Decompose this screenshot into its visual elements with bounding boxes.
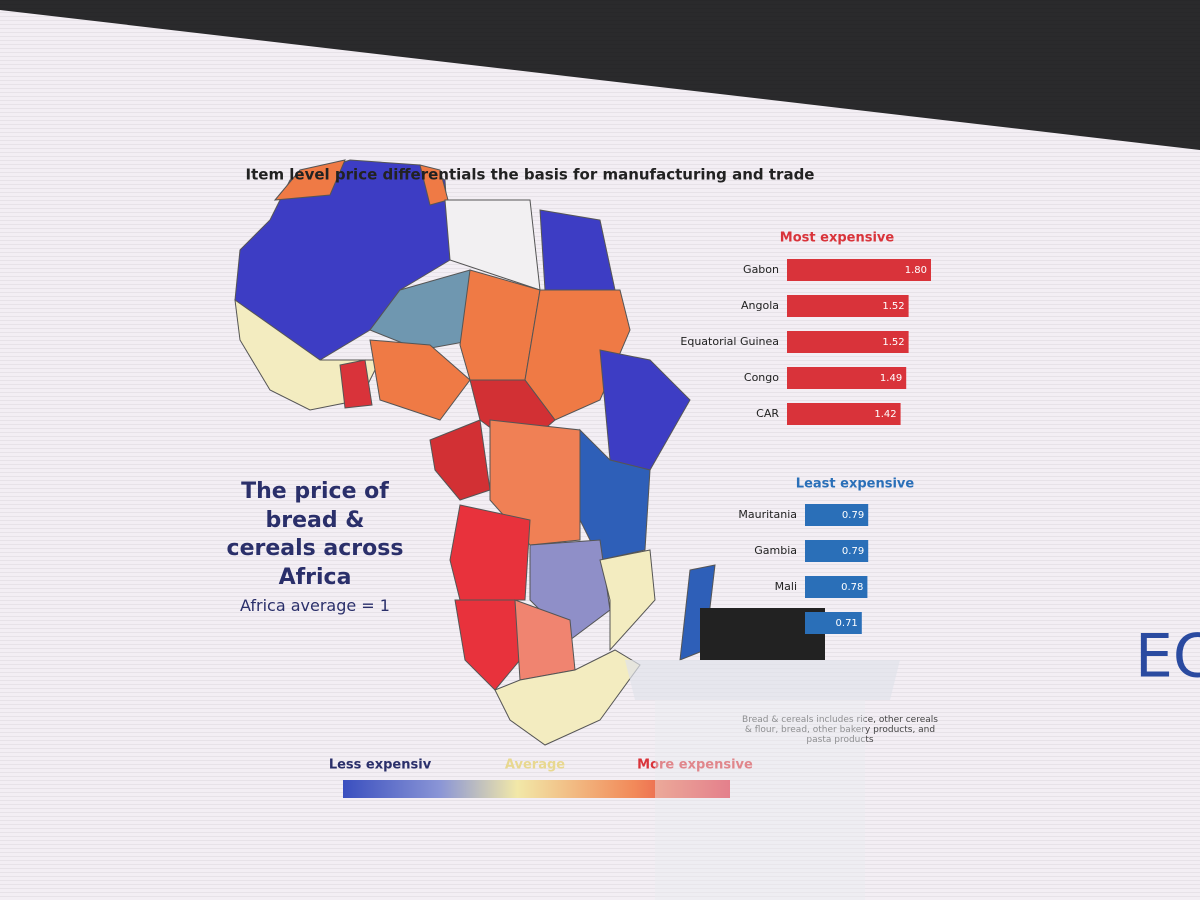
category-label: Mauritania bbox=[738, 508, 797, 521]
chart-title: Most expensive bbox=[780, 231, 895, 246]
bar-charts: Most expensive Gabon 1.80 Angola 1.52 Equator… bbox=[680, 231, 931, 634]
map-caption: The price of bread & cereals across Afri… bbox=[226, 479, 404, 590]
bar bbox=[787, 403, 901, 425]
legend-gradient bbox=[343, 780, 730, 798]
value-label: 1.52 bbox=[882, 337, 904, 348]
bar bbox=[805, 540, 869, 562]
bar bbox=[805, 612, 862, 634]
bar bbox=[787, 259, 931, 281]
value-label: 1.80 bbox=[905, 265, 927, 276]
bar bbox=[787, 331, 909, 353]
podium bbox=[625, 608, 900, 900]
category-label: CAR bbox=[756, 407, 779, 420]
bar bbox=[805, 504, 869, 526]
category-label: Congo bbox=[744, 371, 779, 384]
value-label: 0.78 bbox=[841, 582, 863, 593]
value-label: 1.52 bbox=[882, 301, 904, 312]
bar bbox=[787, 295, 909, 317]
legend-high: More expensive bbox=[637, 758, 753, 773]
slide-title: Item level price differentials the basis… bbox=[246, 166, 815, 184]
category-label: Gambia bbox=[754, 544, 797, 557]
value-label: 0.79 bbox=[842, 510, 864, 521]
footnote-box: Bread & cereals includes rice, other cer… bbox=[742, 715, 938, 745]
category-label: Angola bbox=[741, 299, 779, 312]
value-label: 1.42 bbox=[874, 409, 896, 420]
chart-title: Least expensive bbox=[796, 477, 915, 492]
legend-mid: Average bbox=[505, 758, 565, 773]
footnote: Bread & cereals includes rice, other cer… bbox=[742, 715, 938, 745]
value-label: 0.71 bbox=[836, 618, 858, 629]
logo: EC bbox=[1135, 622, 1200, 692]
average-note: Africa average = 1 bbox=[240, 596, 390, 616]
africa-map bbox=[234, 159, 716, 746]
bar bbox=[805, 576, 868, 598]
category-label: Gabon bbox=[743, 263, 779, 276]
category-label: Mali bbox=[775, 580, 797, 593]
map-caption-box: The price of bread & cereals across Afri… bbox=[226, 479, 404, 616]
value-label: 0.79 bbox=[842, 546, 864, 557]
category-label: Equatorial Guinea bbox=[680, 335, 779, 348]
bar bbox=[787, 367, 907, 389]
value-label: 1.49 bbox=[880, 373, 902, 384]
legend-low: Less expensiv bbox=[329, 758, 432, 773]
